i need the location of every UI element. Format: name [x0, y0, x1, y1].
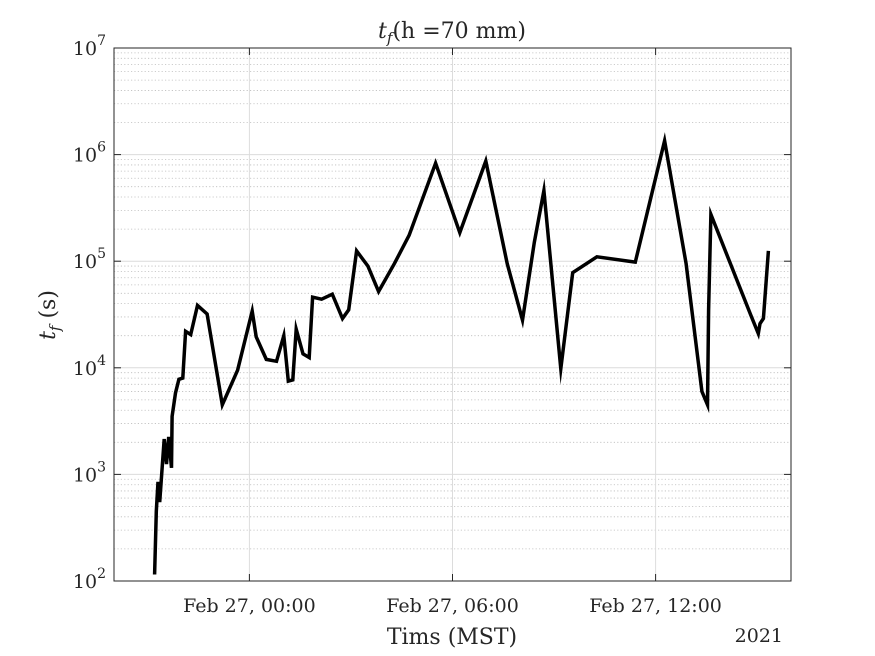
year-label: 2021	[735, 625, 783, 647]
minor-grid	[114, 52, 791, 550]
y-tick-label: 102	[73, 566, 106, 593]
series-layer	[152, 132, 771, 575]
y-tick-label: 106	[73, 140, 106, 167]
y-tick-label: 105	[73, 246, 106, 273]
x-axis-label: Tims (MST)	[387, 625, 517, 650]
tick-labels: 102 103 104 105 106 107 Feb 27, 00:00 Feb 27, 0…	[73, 33, 722, 617]
x-tick-label: Feb 27, 06:00	[386, 595, 519, 617]
x-tick-label: Feb 27, 00:00	[183, 595, 316, 617]
y-tick-label: 103	[73, 459, 106, 486]
chart-title: tf(h =70 mm)	[378, 19, 526, 47]
y-tick-label: 104	[73, 353, 106, 380]
y-axis-label: tf (s)	[36, 290, 64, 340]
axis-ticks	[114, 47, 791, 582]
x-tick-label: Feb 27, 12:00	[589, 595, 722, 617]
series-line	[152, 132, 771, 575]
y-tick-label: 107	[73, 33, 106, 60]
